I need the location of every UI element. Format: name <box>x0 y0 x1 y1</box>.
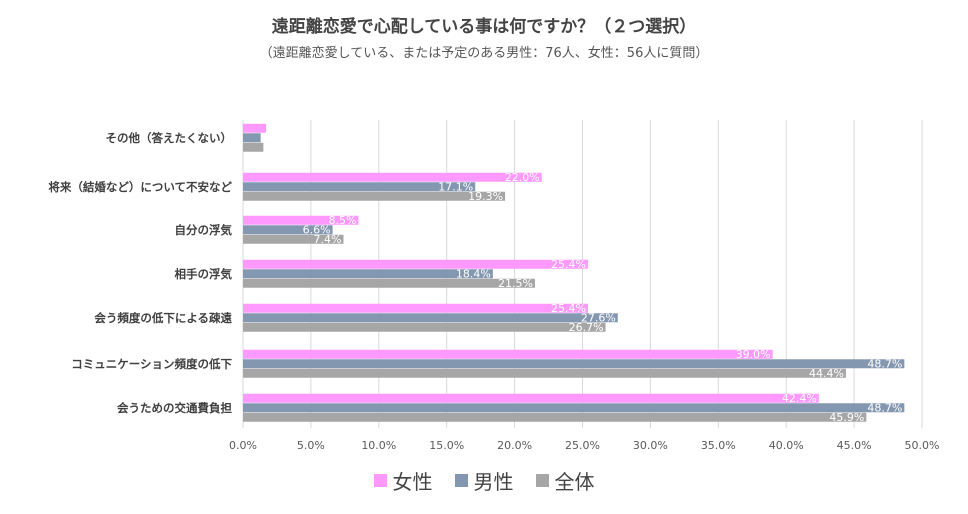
x-tick-label: 25.0% <box>565 439 600 452</box>
data-label: 25.4% <box>551 302 586 315</box>
x-tick-label: 20.0% <box>497 439 532 452</box>
data-label: 7.4% <box>314 233 342 246</box>
legend: 女性 男性 全体 <box>0 466 968 495</box>
category-label: コミュニケーション頻度の低下 <box>71 357 232 371</box>
data-label: 45.9% <box>829 411 864 424</box>
data-label: 48.7% <box>867 358 902 371</box>
x-tick-label: 50.0% <box>905 439 940 452</box>
x-tick-label: 35.0% <box>701 439 736 452</box>
bar <box>243 368 846 378</box>
bar <box>243 133 261 143</box>
bar <box>243 359 905 369</box>
bar <box>243 313 618 323</box>
bar <box>243 215 359 225</box>
bar <box>243 322 606 332</box>
bar <box>243 403 905 413</box>
legend-item-total: 全体 <box>535 466 595 495</box>
data-label: 19.3% <box>468 190 503 203</box>
bar <box>243 278 535 288</box>
data-label: 17.1% <box>438 181 473 194</box>
legend-label-female: 女性 <box>392 470 433 494</box>
category-label: その他（答えたくない） <box>106 131 233 145</box>
data-label: 25.4% <box>551 258 586 271</box>
bar <box>243 142 264 152</box>
x-tick-label: 40.0% <box>769 439 804 452</box>
category-label: 会うための交通費負担 <box>116 401 232 415</box>
data-label: 42.4% <box>782 392 817 405</box>
x-tick-label: 15.0% <box>429 439 464 452</box>
bar <box>243 191 506 201</box>
bar <box>243 259 588 269</box>
category-label: 将来（結婚など）について不安など <box>48 180 232 194</box>
data-label: 8.5% <box>328 214 356 227</box>
bar <box>243 393 819 403</box>
category-label: 自分の浮気 <box>175 223 233 237</box>
bar <box>243 412 867 422</box>
bar <box>243 303 588 313</box>
legend-item-female: 女性 <box>373 466 433 495</box>
data-label: 22.0% <box>505 171 540 184</box>
chart-subtitle: （遠距離恋愛している、または予定のある男性：76人、女性：56人に質問） <box>259 46 709 61</box>
bar <box>243 349 773 359</box>
category-label: 会う頻度の低下による疎遠 <box>93 311 232 325</box>
bar <box>243 123 267 133</box>
data-label: 18.4% <box>456 268 491 281</box>
bar <box>243 172 542 182</box>
data-label: 26.7% <box>569 321 604 334</box>
chart-title: 遠距離恋愛で心配している事は何ですか？（２つ選択） <box>271 17 697 37</box>
data-label: 39.0% <box>736 348 771 361</box>
category-label: 相手の浮気 <box>175 267 233 281</box>
bar <box>243 269 493 279</box>
x-tick-label: 10.0% <box>361 439 396 452</box>
legend-swatch-male <box>454 474 468 487</box>
data-label: 6.6% <box>303 224 331 237</box>
legend-label-male: 男性 <box>473 470 514 494</box>
data-label: 21.5% <box>498 277 533 290</box>
x-tick-label: 5.0% <box>297 439 325 452</box>
x-tick-label: 45.0% <box>837 439 872 452</box>
data-label: 48.7% <box>867 402 902 415</box>
data-label: 44.4% <box>809 367 844 380</box>
legend-label-total: 全体 <box>554 470 595 494</box>
bar <box>243 234 344 244</box>
legend-item-male: 男性 <box>454 466 514 495</box>
bar <box>243 182 476 192</box>
x-tick-label: 30.0% <box>633 439 668 452</box>
data-label: 27.6% <box>581 312 616 325</box>
bar <box>243 225 333 235</box>
legend-swatch-total <box>535 474 549 487</box>
legend-swatch-female <box>373 474 387 487</box>
x-tick-label: 0.0% <box>229 439 257 452</box>
